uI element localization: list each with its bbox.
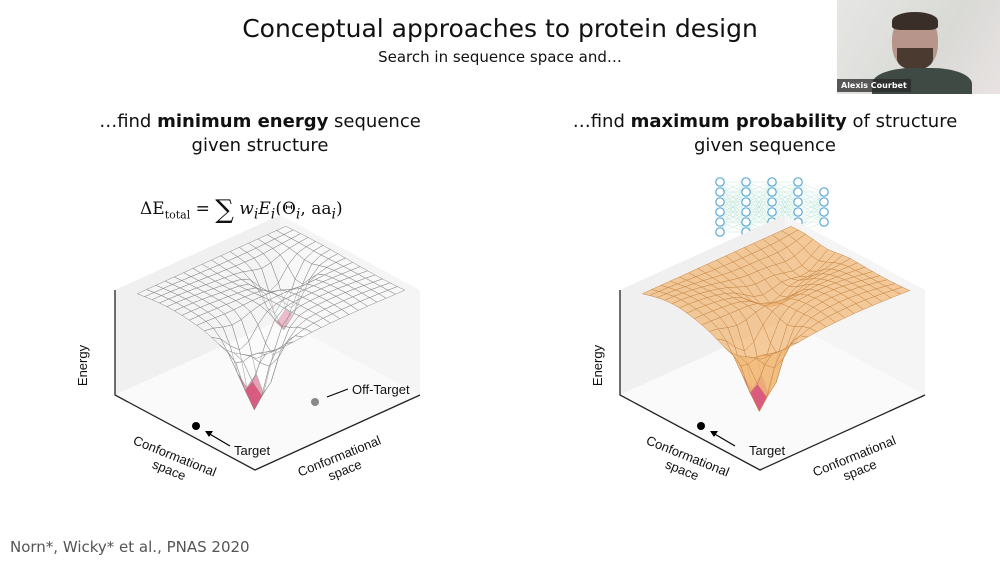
network-edge bbox=[745, 191, 773, 233]
left-heading: …find minimum energy sequence given stru… bbox=[50, 110, 470, 158]
target-arrowhead bbox=[205, 431, 213, 437]
network-node bbox=[715, 177, 725, 187]
left-offtarget-label: Off-Target bbox=[352, 382, 410, 397]
network-node bbox=[715, 217, 725, 227]
offtarget-point bbox=[311, 398, 319, 406]
citation: Norn*, Wicky* et al., PNAS 2020 bbox=[10, 538, 250, 556]
participant-video[interactable]: Alexis Courbet bbox=[837, 0, 1000, 94]
surface-cell bbox=[387, 286, 406, 295]
network-node bbox=[715, 187, 725, 197]
slide-title: Conceptual approaches to protein design bbox=[242, 14, 758, 43]
network-node bbox=[741, 187, 751, 197]
neural-network-icon bbox=[715, 177, 829, 237]
network-edge bbox=[771, 181, 799, 203]
network-edge bbox=[745, 181, 773, 213]
target-point bbox=[697, 422, 705, 430]
network-node bbox=[767, 187, 777, 197]
left-y-axis-label: Energy bbox=[75, 344, 91, 387]
target-arrow bbox=[207, 432, 231, 447]
network-edge bbox=[771, 181, 799, 213]
target-arrowhead bbox=[710, 431, 718, 437]
right-y-axis-label: Energy bbox=[590, 344, 606, 387]
network-node bbox=[741, 217, 751, 227]
network-node bbox=[767, 207, 777, 217]
axes bbox=[619, 290, 926, 471]
network-node bbox=[715, 207, 725, 217]
network-edge bbox=[745, 181, 773, 203]
right-target-label: Target bbox=[749, 443, 786, 458]
offtarget-arrow bbox=[326, 388, 349, 398]
left-heading-pre: …find bbox=[99, 111, 158, 132]
network-node bbox=[767, 177, 777, 187]
network-edge bbox=[771, 181, 799, 223]
network-node bbox=[819, 207, 829, 217]
participant-hair bbox=[892, 12, 938, 30]
network-edge bbox=[719, 181, 747, 223]
network-node bbox=[715, 197, 725, 207]
network-edge bbox=[719, 211, 747, 233]
target-arrow bbox=[712, 432, 736, 447]
network-edge bbox=[745, 211, 773, 233]
floor bbox=[620, 320, 925, 470]
floor bbox=[115, 320, 420, 470]
network-node bbox=[819, 217, 829, 227]
right-heading-bold: maximum probability bbox=[630, 111, 847, 132]
right-heading-pre: …find bbox=[572, 111, 631, 132]
slide-subtitle: Search in sequence space and… bbox=[378, 48, 622, 66]
energy-landscape-right bbox=[619, 215, 926, 471]
left-heading-bold: minimum energy bbox=[157, 111, 329, 132]
network-node bbox=[793, 187, 803, 197]
network-node bbox=[715, 227, 725, 237]
left-target-label: Target bbox=[234, 443, 271, 458]
network-node bbox=[793, 177, 803, 187]
back-wall-left bbox=[115, 215, 280, 395]
energy-formula: ΔEtotal = ∑ wiEi(Θi, aai) bbox=[140, 195, 343, 225]
target-point bbox=[192, 422, 200, 430]
network-node bbox=[741, 177, 751, 187]
network-node bbox=[819, 197, 829, 207]
network-node bbox=[767, 197, 777, 207]
right-heading: …find maximum probability of structure g… bbox=[555, 110, 975, 158]
left-heading-post: sequence bbox=[328, 111, 421, 132]
network-edge bbox=[719, 181, 747, 203]
energy-landscape-left bbox=[114, 215, 421, 471]
network-node bbox=[741, 197, 751, 207]
network-edge bbox=[745, 201, 773, 233]
network-node bbox=[793, 207, 803, 217]
network-edge bbox=[719, 201, 747, 233]
network-node bbox=[819, 187, 829, 197]
participant-beard bbox=[897, 48, 933, 70]
surface-cell bbox=[892, 286, 911, 295]
network-edge bbox=[719, 181, 747, 213]
left-heading-line2: given structure bbox=[191, 135, 329, 156]
network-node bbox=[741, 207, 751, 217]
axes bbox=[114, 290, 421, 471]
network-edge bbox=[719, 191, 747, 233]
participant-name: Alexis Courbet bbox=[837, 79, 911, 92]
right-heading-line2: given sequence bbox=[693, 135, 837, 156]
network-node bbox=[793, 197, 803, 207]
network-edge bbox=[745, 181, 773, 223]
network-edge bbox=[797, 191, 825, 213]
right-heading-post: of structure bbox=[846, 111, 958, 132]
network-edge bbox=[797, 191, 825, 223]
